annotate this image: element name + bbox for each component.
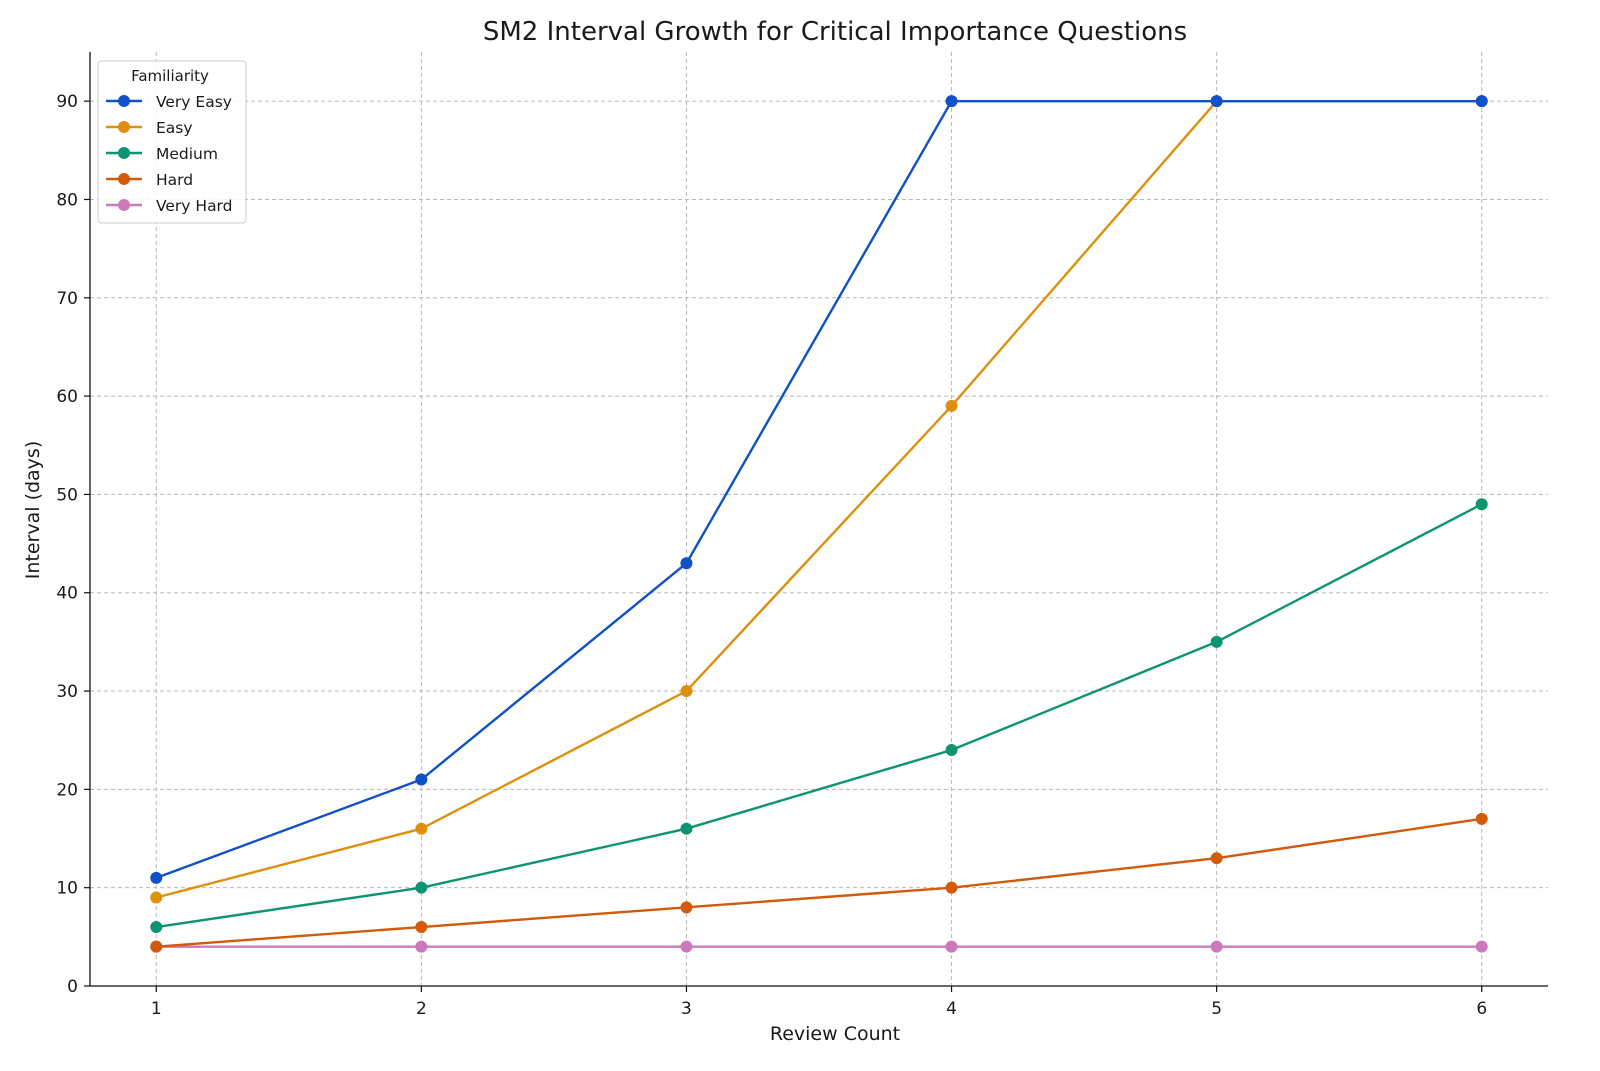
data-point-very-easy[interactable] xyxy=(945,95,958,108)
y-tick-label: 50 xyxy=(56,485,78,505)
legend[interactable]: Familiarity Very Easy Easy Medium Hard Very H… xyxy=(97,60,247,224)
x-tick-label: 2 xyxy=(416,999,427,1019)
data-point-easy[interactable] xyxy=(415,822,428,835)
data-point-hard[interactable] xyxy=(415,921,428,934)
data-point-very-hard[interactable] xyxy=(680,940,693,953)
legend-item-hard[interactable]: Hard xyxy=(106,171,193,189)
data-point-very-easy[interactable] xyxy=(1475,95,1488,108)
legend-swatch-marker xyxy=(118,173,130,185)
chart-title: SM2 Interval Growth for Critical Importa… xyxy=(483,17,1187,47)
data-point-easy[interactable] xyxy=(150,891,163,904)
data-point-medium[interactable] xyxy=(150,921,163,934)
legend-label: Hard xyxy=(156,171,193,189)
series-hard xyxy=(150,812,1488,953)
legend-label: Easy xyxy=(156,119,193,137)
x-tick-label: 1 xyxy=(151,999,162,1019)
x-tick-label: 3 xyxy=(681,999,692,1019)
data-point-medium[interactable] xyxy=(415,881,428,894)
legend-label: Very Easy xyxy=(156,93,232,111)
legend-item-medium[interactable]: Medium xyxy=(106,145,218,163)
x-axis-label: Review Count xyxy=(770,1023,900,1045)
legend-title: Familiarity xyxy=(131,67,209,85)
data-point-very-hard[interactable] xyxy=(945,940,958,953)
data-point-very-easy[interactable] xyxy=(415,773,428,786)
series-line-easy xyxy=(155,99,1482,899)
y-tick-label: 40 xyxy=(56,584,78,604)
data-point-easy[interactable] xyxy=(945,399,958,412)
series-group xyxy=(150,95,1488,953)
legend-swatch-marker xyxy=(118,95,130,107)
data-point-very-easy[interactable] xyxy=(150,871,163,884)
data-point-medium[interactable] xyxy=(680,822,693,835)
data-point-medium[interactable] xyxy=(945,744,958,757)
data-point-very-hard[interactable] xyxy=(415,940,428,953)
legend-swatch-marker xyxy=(118,121,130,133)
x-tick-label: 5 xyxy=(1211,999,1222,1019)
data-point-very-easy[interactable] xyxy=(1210,95,1223,108)
series-line-very-easy xyxy=(155,99,1482,879)
series-medium xyxy=(150,498,1488,934)
y-tick-label: 30 xyxy=(56,682,78,702)
y-axis-label: Interval (days) xyxy=(22,441,44,579)
data-point-hard[interactable] xyxy=(150,940,163,953)
data-point-hard[interactable] xyxy=(1475,812,1488,825)
series-easy xyxy=(150,95,1488,904)
legend-item-very-easy[interactable]: Very Easy xyxy=(106,93,232,111)
data-point-easy[interactable] xyxy=(680,685,693,698)
grid xyxy=(90,52,1548,986)
legend-item-easy[interactable]: Easy xyxy=(106,119,193,137)
data-point-very-hard[interactable] xyxy=(1475,940,1488,953)
y-tick-label: 80 xyxy=(56,190,78,210)
data-point-medium[interactable] xyxy=(1475,498,1488,511)
data-point-hard[interactable] xyxy=(1210,852,1223,865)
legend-label: Medium xyxy=(156,145,218,163)
y-tick-label: 10 xyxy=(56,879,78,899)
series-line-medium xyxy=(156,503,1483,929)
legend-item-very-hard[interactable]: Very Hard xyxy=(106,197,233,215)
legend-label: Very Hard xyxy=(156,197,233,215)
data-point-hard[interactable] xyxy=(945,881,958,894)
series-very-hard xyxy=(150,940,1488,953)
series-line-hard xyxy=(156,817,1482,948)
x-tick-label: 4 xyxy=(946,999,957,1019)
y-tick-label: 70 xyxy=(56,289,78,309)
y-tick-label: 20 xyxy=(56,780,78,800)
y-tick-label: 0 xyxy=(67,977,78,997)
legend-swatch-marker xyxy=(118,147,130,159)
data-point-very-hard[interactable] xyxy=(1210,940,1223,953)
series-very-easy xyxy=(150,95,1488,884)
x-tick-label: 6 xyxy=(1476,999,1487,1019)
data-point-medium[interactable] xyxy=(1210,635,1223,648)
y-tick-label: 90 xyxy=(56,92,78,112)
legend-swatch-marker xyxy=(118,199,130,211)
y-tick-label: 60 xyxy=(56,387,78,407)
data-point-hard[interactable] xyxy=(680,901,693,914)
data-point-very-easy[interactable] xyxy=(680,557,693,570)
